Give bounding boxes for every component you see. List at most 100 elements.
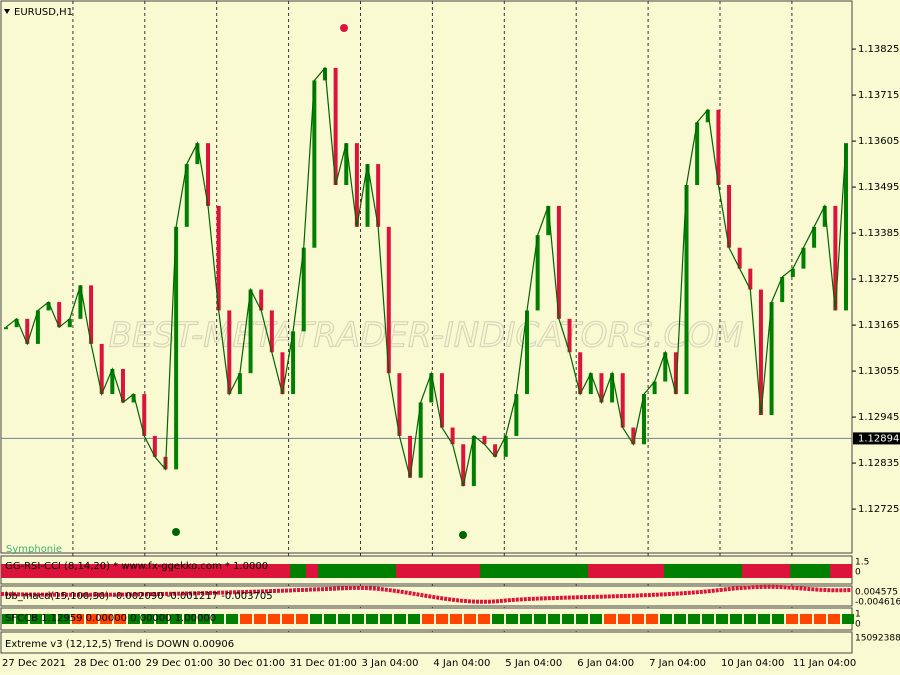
- candle: [578, 352, 583, 395]
- candle: [344, 143, 349, 185]
- rsi-band: [664, 564, 742, 578]
- candle: [365, 164, 370, 227]
- sfccb-block: [198, 614, 210, 624]
- candle: [567, 318, 572, 353]
- candle: [801, 247, 806, 269]
- current-price-label: 1.12894: [858, 433, 899, 444]
- sfccb-block: [394, 614, 406, 624]
- sfccb-block: [646, 614, 658, 624]
- subwindow-axis-label: -0.004616: [855, 598, 900, 608]
- current-price-box: [853, 432, 900, 445]
- candle: [269, 310, 274, 353]
- sfccb-block: [604, 614, 616, 624]
- candle: [673, 352, 678, 395]
- sfccb-block: [842, 614, 854, 624]
- sfccb-block: [58, 614, 70, 624]
- sfccb-block: [618, 614, 630, 624]
- candle: [259, 289, 264, 311]
- candle: [695, 122, 700, 185]
- candle: [174, 226, 179, 470]
- subwindow-axis-label: 150923885: [855, 634, 900, 644]
- signal-dot: [459, 531, 467, 539]
- sfccb-block: [114, 614, 126, 624]
- sfccb-block: [702, 614, 714, 624]
- candle: [556, 205, 561, 319]
- sfccb-block: [310, 614, 322, 624]
- sfccb-block: [268, 614, 280, 624]
- candle: [748, 268, 753, 290]
- sfccb-block: [212, 614, 224, 624]
- sfccb-block: [660, 614, 672, 624]
- sfccb-block: [772, 614, 784, 624]
- sfccb-block: [590, 614, 602, 624]
- time-label: 10 Jan 04:00: [721, 658, 784, 669]
- sfccb-block: [156, 614, 168, 624]
- sfccb-block: [296, 614, 308, 624]
- subwindow-axis-label: 0: [855, 568, 861, 578]
- time-label: 11 Jan 04:00: [793, 658, 856, 669]
- candle: [206, 143, 211, 206]
- menu-arrow[interactable]: [4, 9, 10, 14]
- rsi-band: [790, 564, 830, 578]
- sfccb-block: [254, 614, 266, 624]
- rsi-band: [318, 564, 396, 578]
- sfccb-block: [492, 614, 504, 624]
- sfccb-block: [100, 614, 112, 624]
- candle: [89, 285, 94, 344]
- candle: [461, 444, 466, 487]
- candle: [57, 302, 62, 328]
- sfccb-block: [786, 614, 798, 624]
- time-label: 4 Jan 04:00: [433, 658, 490, 669]
- sfccb-block: [828, 614, 840, 624]
- sfccb-block: [44, 614, 56, 624]
- sfccb-block: [506, 614, 518, 624]
- macd-line: [0, 584, 853, 604]
- subwindow-label: bb_macd(15,100,30) -0.002090 -0.001217 -…: [5, 591, 273, 602]
- candle: [333, 67, 338, 185]
- signal-dot: [172, 528, 180, 536]
- candle: [25, 318, 30, 344]
- candle: [237, 373, 242, 395]
- main-frame: [0, 0, 853, 554]
- sfccb-block: [16, 614, 28, 624]
- candle: [386, 226, 391, 374]
- candle: [110, 369, 115, 395]
- price-label: 1.12725: [858, 504, 899, 515]
- rsi-band: [830, 564, 852, 578]
- price-label: 1.13055: [858, 366, 899, 377]
- candle: [78, 285, 83, 319]
- symbol-label: EURUSD,H1: [14, 7, 73, 18]
- time-label: 29 Dec 01:00: [146, 658, 213, 669]
- candle: [684, 185, 689, 395]
- subwindow-axis-label: 1: [855, 610, 861, 620]
- sfccb-block: [450, 614, 462, 624]
- rsi-band: [742, 564, 790, 578]
- candle: [35, 310, 40, 344]
- candle: [312, 80, 317, 248]
- price-label: 1.13385: [858, 228, 899, 239]
- candle: [663, 352, 668, 382]
- candle: [844, 143, 848, 311]
- candle: [631, 427, 636, 445]
- sfccb-block: [142, 614, 154, 624]
- subwindow-axis-label: 1.5: [855, 558, 869, 568]
- time-label: 31 Dec 01:00: [290, 658, 357, 669]
- time-label: 6 Jan 04:00: [577, 658, 634, 669]
- candle: [14, 318, 19, 328]
- indicator-name: Symphonie: [6, 544, 62, 555]
- candle: [195, 143, 200, 165]
- candle: [408, 435, 413, 478]
- sfccb-block: [562, 614, 574, 624]
- candle: [152, 435, 157, 457]
- sfccb-block: [674, 614, 686, 624]
- candle: [514, 394, 519, 436]
- sfccb-block: [534, 614, 546, 624]
- sfccb-block: [338, 614, 350, 624]
- candle: [780, 277, 785, 303]
- sfccb-block: [30, 614, 42, 624]
- candle: [812, 226, 817, 248]
- candle: [429, 373, 434, 403]
- sfccb-block: [478, 614, 490, 624]
- candle: [737, 247, 742, 269]
- sfccb-block: [324, 614, 336, 624]
